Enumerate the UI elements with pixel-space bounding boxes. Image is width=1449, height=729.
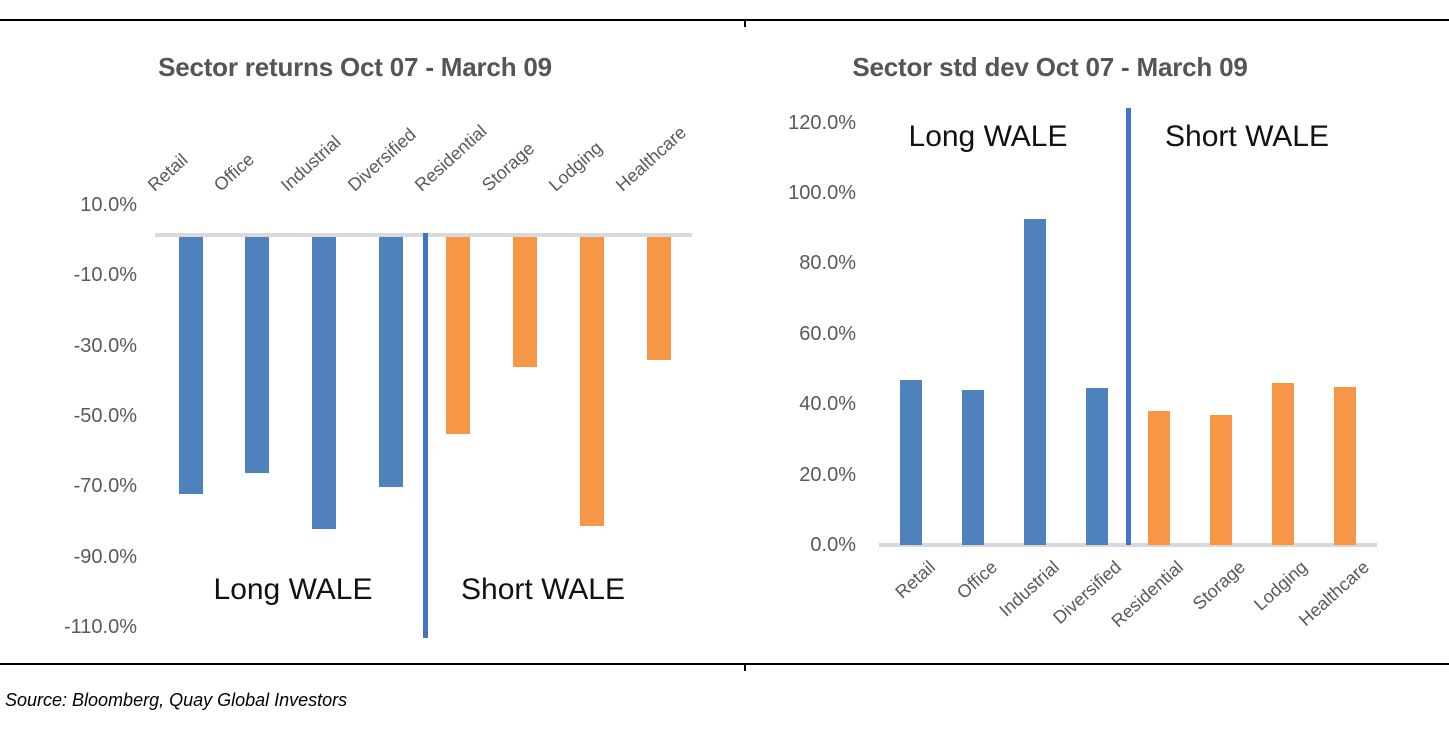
- stddev-long-wale-label: Long WALE: [908, 120, 1068, 153]
- bottom-border-center-tick: [744, 665, 746, 671]
- x-category-label: Diversified: [344, 124, 420, 196]
- bar-diversified: [1086, 388, 1108, 545]
- bar-residential: [445, 237, 470, 435]
- bar-retail: [178, 237, 203, 494]
- top-border-line: [0, 19, 1449, 21]
- y-tick-label: 100.0%: [788, 182, 856, 204]
- y-tick-label: -10.0%: [73, 264, 137, 287]
- stddev-short-wale-label: Short WALE: [1165, 120, 1329, 153]
- wale-divider-line: [1126, 108, 1131, 545]
- top-border-center-tick: [744, 21, 746, 27]
- x-category-label: Lodging: [544, 137, 606, 196]
- source-note: Source: Bloomberg, Quay Global Investors: [5, 690, 348, 710]
- x-category-label: Industrial: [277, 131, 345, 196]
- x-category-label: Healthcare: [1294, 556, 1374, 630]
- bar-industrial: [1024, 219, 1046, 545]
- y-tick-label: -90.0%: [73, 545, 137, 568]
- bottom-border-line: [0, 663, 1449, 665]
- bar-storage: [1210, 414, 1232, 545]
- y-tick-label: -110.0%: [63, 616, 137, 639]
- x-category-label: Storage: [477, 138, 538, 196]
- x-category-label: Retail: [143, 149, 192, 196]
- wale-divider-line: [423, 233, 428, 638]
- y-tick-label: -30.0%: [73, 334, 137, 357]
- y-tick-label: 120.0%: [788, 111, 856, 134]
- y-tick-label: 0.0%: [810, 534, 856, 556]
- bar-retail: [900, 379, 922, 545]
- bar-lodging: [579, 237, 604, 526]
- y-tick-label: 80.0%: [799, 252, 856, 275]
- bar-residential: [1148, 411, 1170, 545]
- y-tick-label: -50.0%: [73, 405, 137, 427]
- y-tick-label: -70.0%: [73, 475, 137, 498]
- y-tick-label: 60.0%: [799, 322, 856, 345]
- returns-short-wale-label: Short WALE: [461, 573, 625, 606]
- y-tick-label: 20.0%: [799, 463, 856, 486]
- zero-axis-line: [879, 543, 1377, 547]
- bar-office: [245, 237, 270, 473]
- x-category-label: Office: [210, 149, 259, 196]
- y-tick-label: 40.0%: [799, 393, 856, 416]
- returns-long-wale-label: Long WALE: [213, 573, 373, 606]
- x-category-label: Residential: [410, 120, 491, 196]
- bar-diversified: [379, 237, 404, 487]
- y-tick-label: 10.0%: [80, 193, 137, 216]
- returns-chart-title: Sector returns Oct 07 - March 09: [158, 52, 552, 82]
- bar-office: [962, 390, 984, 545]
- bar-healthcare: [646, 237, 671, 361]
- stddev-chart-title: Sector std dev Oct 07 - March 09: [852, 52, 1248, 82]
- bar-lodging: [1272, 383, 1294, 545]
- x-category-label: Healthcare: [611, 122, 690, 196]
- bar-storage: [512, 237, 537, 368]
- bar-healthcare: [1334, 386, 1356, 545]
- bar-industrial: [312, 237, 337, 530]
